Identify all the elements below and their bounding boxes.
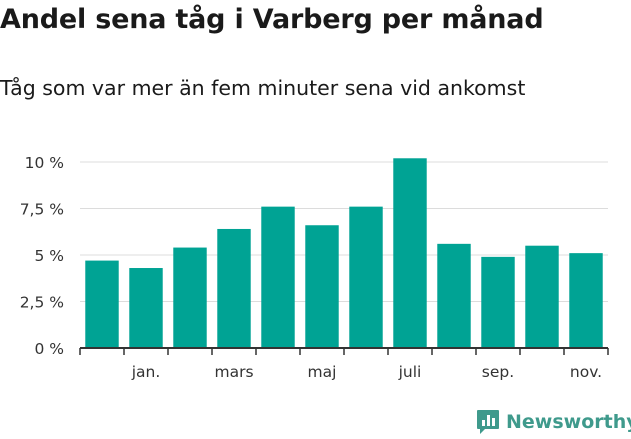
bar <box>129 268 163 348</box>
newsworthy-logo-icon <box>477 410 499 434</box>
y-tick-label: 0 % <box>34 340 64 358</box>
bars <box>85 158 603 348</box>
x-tick-label: maj <box>308 363 337 381</box>
bar <box>437 243 471 348</box>
x-tick-label: mars <box>214 363 253 381</box>
bar <box>85 260 119 348</box>
bar <box>569 253 603 348</box>
bar <box>261 206 295 348</box>
bar <box>305 225 339 348</box>
x-axis: jan. mars maj juli sep. nov. <box>79 347 609 381</box>
bar <box>217 228 251 348</box>
bar <box>525 245 559 348</box>
y-tick-label: 7,5 % <box>20 201 64 219</box>
bar <box>481 256 515 348</box>
bar <box>393 158 427 348</box>
y-tick-label: 5 % <box>34 247 64 265</box>
x-tick-label: jan. <box>131 363 161 381</box>
brand-name: Newsworthy <box>506 411 631 433</box>
y-tick-label: 10 % <box>25 154 64 172</box>
bar <box>349 206 383 348</box>
chart-title: Andel sena tåg i Varberg per månad <box>0 4 544 35</box>
bar <box>173 247 207 348</box>
newsworthy-brand: Newsworthy <box>476 408 631 436</box>
x-tick-label: juli <box>398 363 422 381</box>
y-tick-label: 2,5 % <box>20 294 64 312</box>
y-axis-tick-labels: 0 % 2,5 % 5 % 7,5 % 10 % <box>20 154 64 358</box>
x-tick-label: nov. <box>570 363 602 381</box>
gridlines <box>80 161 608 302</box>
chart-subtitle: Tåg som var mer än fem minuter sena vid … <box>0 76 526 100</box>
x-tick-label: sep. <box>482 363 514 381</box>
